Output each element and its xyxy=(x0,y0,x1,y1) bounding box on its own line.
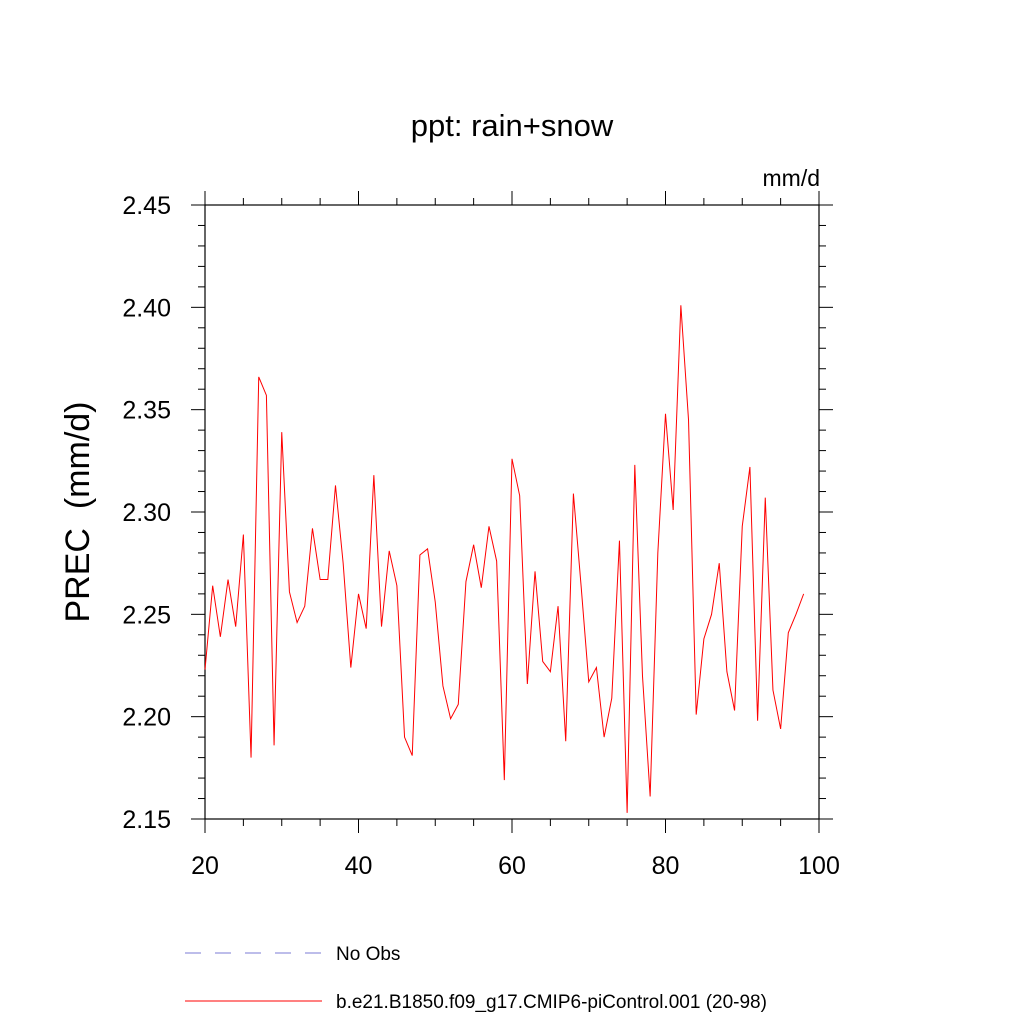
legend: No Obs b.e21.B1850.f09_g17.CMIP6-piContr… xyxy=(185,944,767,1013)
y-tick-label: 2.30 xyxy=(122,499,171,527)
y-tick-label: 2.40 xyxy=(122,294,171,322)
y-tick-label: 2.45 xyxy=(122,192,171,220)
y-tick-label: 2.15 xyxy=(122,806,171,834)
x-tick-label: 100 xyxy=(798,852,840,880)
units-label: mm/d xyxy=(763,165,821,191)
y-tick-label: 2.35 xyxy=(122,397,171,425)
axis-tick-labels: 20 40 60 80 100 2.15 2.20 2.25 2.30 2.35 2.40 2.45 xyxy=(122,192,840,880)
x-tick-label: 40 xyxy=(345,852,373,880)
series-lines xyxy=(204,305,805,813)
y-axis-label: PREC (mm/d) xyxy=(59,402,97,623)
x-tick-label: 60 xyxy=(498,852,526,880)
plot-frame xyxy=(204,204,820,820)
y-tick-label: 2.25 xyxy=(122,601,171,629)
chart-title: ppt: rain+snow xyxy=(411,108,614,143)
legend-label-model-run: b.e21.B1850.f09_g17.CMIP6-piControl.001 … xyxy=(336,992,767,1013)
series-line-0 xyxy=(204,305,805,813)
x-tick-label: 80 xyxy=(652,852,680,880)
legend-label-no-obs: No Obs xyxy=(336,944,400,965)
plot-area: 20 40 60 80 100 2.15 2.20 2.25 2.30 2.35 2.40 2.45 xyxy=(122,191,840,880)
axis-ticks xyxy=(191,191,833,833)
y-tick-label: 2.20 xyxy=(122,704,171,732)
x-tick-label: 20 xyxy=(191,852,219,880)
